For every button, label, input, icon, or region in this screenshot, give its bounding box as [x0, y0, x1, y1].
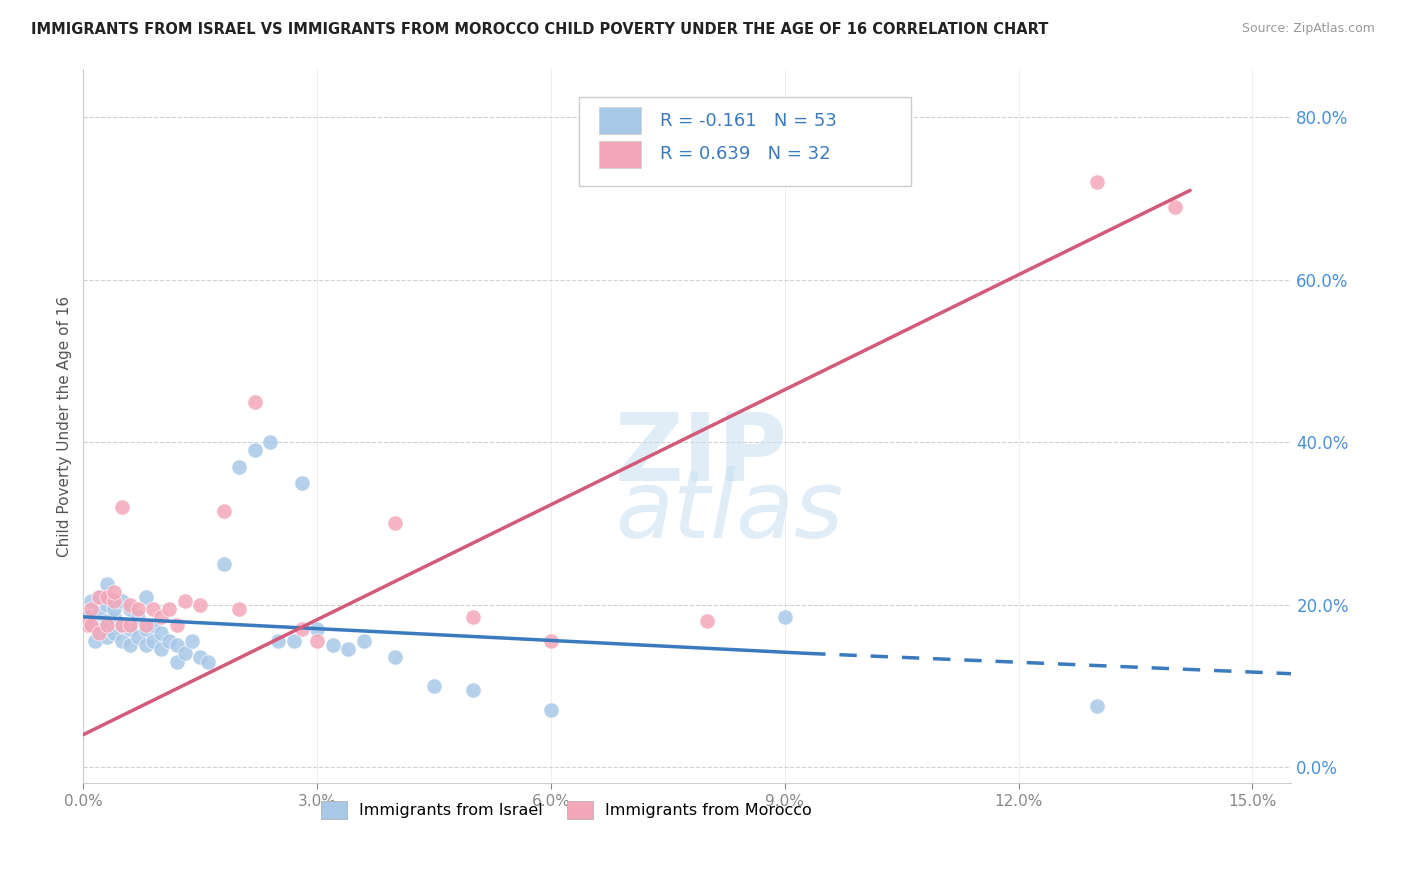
- Point: [111, 500, 134, 515]
- Point: [127, 630, 149, 644]
- Point: [384, 516, 406, 531]
- Point: [181, 634, 204, 648]
- Point: [540, 703, 562, 717]
- Y-axis label: Child Poverty Under the Age of 16: Child Poverty Under the Age of 16: [58, 295, 72, 557]
- Point: [135, 638, 157, 652]
- Point: [243, 394, 266, 409]
- Point: [96, 577, 118, 591]
- Point: [197, 655, 219, 669]
- Point: [290, 622, 312, 636]
- Point: [120, 618, 142, 632]
- Text: ZIP: ZIP: [614, 409, 787, 500]
- Point: [322, 638, 344, 652]
- Point: [120, 638, 142, 652]
- Point: [142, 618, 165, 632]
- Point: [76, 610, 98, 624]
- Point: [337, 642, 360, 657]
- Point: [87, 606, 110, 620]
- Point: [80, 593, 103, 607]
- Point: [103, 610, 125, 624]
- Point: [127, 601, 149, 615]
- Point: [96, 618, 118, 632]
- Point: [96, 614, 118, 628]
- Point: [120, 622, 142, 636]
- Point: [103, 601, 125, 615]
- Point: [96, 598, 118, 612]
- Point: [111, 618, 134, 632]
- Point: [120, 601, 142, 615]
- Text: R = -0.161   N = 53: R = -0.161 N = 53: [659, 112, 837, 129]
- Point: [157, 601, 180, 615]
- Point: [212, 504, 235, 518]
- FancyBboxPatch shape: [599, 107, 641, 135]
- Point: [188, 598, 211, 612]
- Point: [1085, 175, 1108, 189]
- Point: [135, 618, 157, 632]
- Point: [228, 459, 250, 474]
- Point: [290, 475, 312, 490]
- Point: [307, 634, 329, 648]
- Point: [150, 642, 173, 657]
- Point: [1085, 699, 1108, 714]
- Point: [384, 650, 406, 665]
- Text: R = 0.639   N = 32: R = 0.639 N = 32: [659, 145, 830, 163]
- Point: [461, 683, 484, 698]
- Point: [423, 679, 446, 693]
- Point: [696, 614, 718, 628]
- Point: [166, 618, 188, 632]
- Point: [80, 601, 103, 615]
- Point: [111, 634, 134, 648]
- Point: [80, 618, 103, 632]
- Point: [212, 557, 235, 571]
- Point: [259, 435, 281, 450]
- Point: [142, 634, 165, 648]
- FancyBboxPatch shape: [579, 97, 911, 186]
- Point: [135, 590, 157, 604]
- Point: [103, 593, 125, 607]
- Point: [283, 634, 305, 648]
- Text: atlas: atlas: [614, 467, 844, 558]
- Point: [540, 634, 562, 648]
- FancyBboxPatch shape: [599, 141, 641, 168]
- Point: [84, 634, 107, 648]
- Point: [103, 585, 125, 599]
- Point: [96, 590, 118, 604]
- Point: [87, 626, 110, 640]
- Text: IMMIGRANTS FROM ISRAEL VS IMMIGRANTS FROM MOROCCO CHILD POVERTY UNDER THE AGE OF: IMMIGRANTS FROM ISRAEL VS IMMIGRANTS FRO…: [31, 22, 1049, 37]
- Point: [188, 650, 211, 665]
- Point: [353, 634, 375, 648]
- Point: [173, 647, 195, 661]
- Point: [243, 443, 266, 458]
- Point: [76, 618, 98, 632]
- Point: [150, 626, 173, 640]
- Point: [111, 593, 134, 607]
- Point: [120, 598, 142, 612]
- Point: [773, 610, 796, 624]
- Point: [228, 601, 250, 615]
- Point: [87, 590, 110, 604]
- Point: [127, 610, 149, 624]
- Point: [96, 630, 118, 644]
- Point: [267, 634, 290, 648]
- Point: [1163, 200, 1185, 214]
- Point: [103, 626, 125, 640]
- Point: [461, 610, 484, 624]
- Point: [166, 655, 188, 669]
- Point: [157, 634, 180, 648]
- Point: [87, 590, 110, 604]
- Point: [80, 618, 103, 632]
- Text: Source: ZipAtlas.com: Source: ZipAtlas.com: [1241, 22, 1375, 36]
- Point: [111, 618, 134, 632]
- Legend: Immigrants from Israel, Immigrants from Morocco: Immigrants from Israel, Immigrants from …: [315, 794, 818, 825]
- Point: [135, 622, 157, 636]
- Point: [150, 610, 173, 624]
- Point: [166, 638, 188, 652]
- Point: [173, 593, 195, 607]
- Point: [87, 622, 110, 636]
- Point: [142, 601, 165, 615]
- Point: [307, 622, 329, 636]
